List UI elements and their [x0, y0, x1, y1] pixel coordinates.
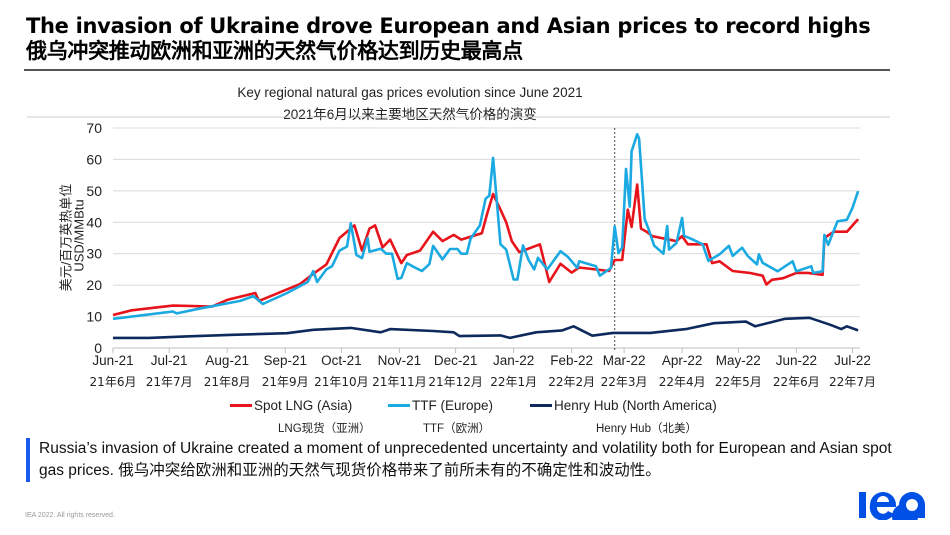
x-tick-label-cn: 21年12月: [428, 375, 483, 389]
x-tick-label: Feb-22: [550, 353, 593, 368]
legend-swatch-navy: [530, 404, 552, 407]
x-tick-label: Jan-22: [493, 353, 534, 368]
title-english: The invasion of Ukraine drove European a…: [26, 14, 871, 38]
series-line-henry-hub: [113, 316, 859, 340]
x-tick-label-cn: 21年6月: [90, 375, 137, 389]
y-axis-label-en: USD/MMBtu: [71, 199, 87, 272]
legend-item-spot-lng: Spot LNG (Asia): [230, 398, 352, 413]
legend-label-cn-henry-hub: Henry Hub（北美）: [596, 423, 697, 435]
x-tick-label-cn: 22年5月: [715, 375, 762, 389]
x-tick-label-cn: 22年2月: [548, 375, 595, 389]
key-message: Russia’s invasion of Ukraine created a m…: [26, 438, 909, 482]
x-tick-label: Apr-22: [662, 353, 703, 368]
x-tick-label: Aug-21: [205, 353, 249, 368]
x-tick-label: Mar-22: [603, 353, 646, 368]
chart-title: Key regional natural gas prices evolutio…: [237, 85, 583, 100]
legend-label-cn-lng: LNG现货（亚洲）: [278, 423, 371, 435]
iea-logo: [859, 492, 925, 520]
y-tick-label: 60: [86, 151, 102, 167]
y-tick-label: 10: [86, 309, 102, 325]
page-title: The invasion of Ukraine drove European a…: [26, 14, 871, 64]
legend-item-henry-hub: Henry Hub (North America): [530, 398, 717, 413]
title-chinese: 俄乌冲突推动欧洲和亚洲的天然气价格达到历史最高点: [26, 39, 523, 63]
x-tick-label-cn: 22年4月: [659, 375, 706, 389]
x-tick-label-cn: 22年7月: [829, 375, 876, 389]
x-tick-label-cn: 21年11月: [372, 375, 427, 389]
y-tick-label: 40: [86, 214, 102, 230]
x-tick-label-cn: 22年6月: [773, 375, 820, 389]
legend-label: Henry Hub (North America): [554, 398, 717, 413]
legend-swatch-red: [230, 404, 252, 407]
x-tick-label: Nov-21: [378, 353, 422, 368]
x-tick-label-cn: 21年7月: [146, 375, 193, 389]
x-tick-label-cn: 22年1月: [490, 375, 537, 389]
chart-subtitle: 2021年6月以来主要地区天然气价格的演变: [283, 107, 537, 122]
copyright: IEA 2022. All rights reserved.: [25, 512, 115, 519]
x-tick-label: Jul-21: [151, 353, 188, 368]
series-line-spot-lng: [112, 183, 860, 317]
x-tick-label-cn: 22年3月: [601, 375, 648, 389]
legend-label-cn-ttf: TTF（欧洲）: [423, 423, 491, 435]
legend-label: TTF (Europe): [412, 398, 494, 413]
x-tick-label: Dec-21: [434, 353, 478, 368]
x-tick-label: May-22: [716, 353, 761, 368]
legend-item-ttf: TTF (Europe): [388, 398, 493, 413]
x-tick-label: Oct-21: [321, 353, 362, 368]
legend-label: Spot LNG (Asia): [254, 398, 353, 413]
y-tick-label: 30: [86, 246, 102, 262]
x-tick-label: Jun-22: [776, 353, 817, 368]
y-tick-label: 50: [86, 183, 102, 199]
y-tick-label: 70: [86, 120, 102, 136]
x-tick-label-cn: 21年9月: [262, 375, 309, 389]
legend-swatch-blue: [388, 404, 410, 407]
x-tick-label: Sep-21: [263, 353, 307, 368]
y-tick-label: 0: [94, 340, 102, 356]
x-tick-label-cn: 21年10月: [314, 375, 369, 389]
y-tick-label: 20: [86, 277, 102, 293]
x-tick-label-cn: 21年8月: [204, 375, 251, 389]
series-line-ttf: [112, 133, 860, 321]
title-divider: [24, 69, 890, 71]
x-tick-label: Jun-21: [92, 353, 133, 368]
x-tick-label: Jul-22: [834, 353, 871, 368]
